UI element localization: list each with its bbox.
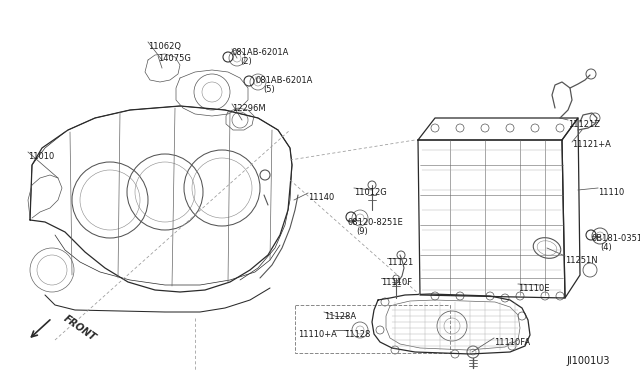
Text: 11110+A: 11110+A bbox=[298, 330, 337, 339]
Text: 11251N: 11251N bbox=[565, 256, 598, 265]
Text: (2): (2) bbox=[240, 57, 252, 66]
Text: 11128A: 11128A bbox=[324, 312, 356, 321]
Text: 11110: 11110 bbox=[598, 188, 624, 197]
Text: (5): (5) bbox=[263, 85, 275, 94]
Text: 081AB-6201A: 081AB-6201A bbox=[255, 76, 312, 85]
Text: 081AB-6201A: 081AB-6201A bbox=[232, 48, 289, 57]
Text: 08120-8251E: 08120-8251E bbox=[348, 218, 404, 227]
Text: 11062Q: 11062Q bbox=[148, 42, 181, 51]
Text: 11012G: 11012G bbox=[354, 188, 387, 197]
Text: 11121+A: 11121+A bbox=[572, 140, 611, 149]
Text: 11128: 11128 bbox=[344, 330, 371, 339]
Text: JI1001U3: JI1001U3 bbox=[566, 356, 609, 366]
Text: 11121Z: 11121Z bbox=[568, 120, 600, 129]
Text: 11140: 11140 bbox=[308, 193, 334, 202]
Text: 11110F: 11110F bbox=[381, 278, 412, 287]
Text: (4): (4) bbox=[600, 243, 612, 252]
Text: 0B181-0351E: 0B181-0351E bbox=[592, 234, 640, 243]
Text: 11110E: 11110E bbox=[518, 284, 550, 293]
Text: 11010: 11010 bbox=[28, 152, 54, 161]
Bar bbox=[295, 305, 450, 353]
Text: (9): (9) bbox=[356, 227, 368, 236]
Text: 12296M: 12296M bbox=[232, 104, 266, 113]
Text: 14075G: 14075G bbox=[158, 54, 191, 63]
Text: FRONT: FRONT bbox=[62, 313, 98, 343]
Text: 11121: 11121 bbox=[387, 258, 413, 267]
Text: 11110FA: 11110FA bbox=[494, 338, 530, 347]
